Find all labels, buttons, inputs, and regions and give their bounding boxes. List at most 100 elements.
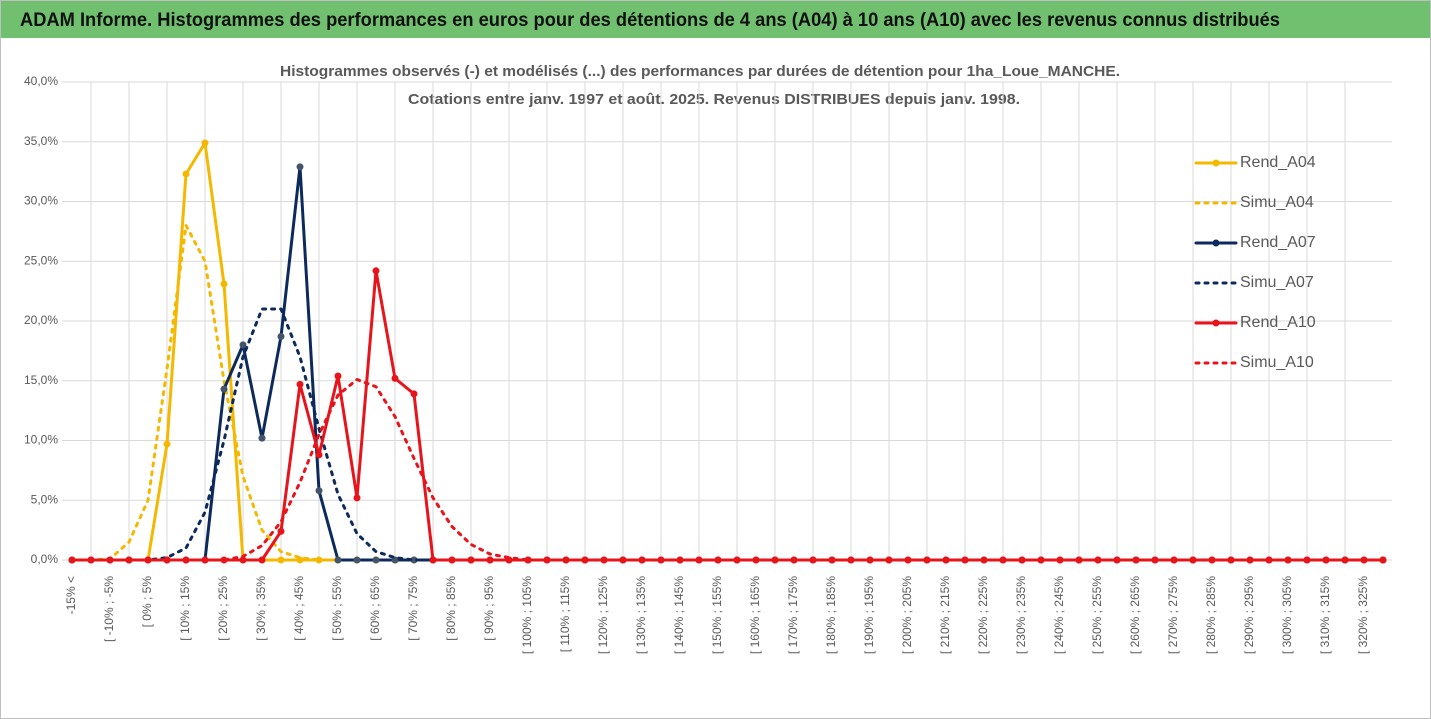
x-tick-label: [ 270% ; 275%: [1166, 576, 1180, 654]
point-marker: [163, 440, 171, 448]
x-tick-label: [ 220% ; 225%: [976, 576, 990, 654]
point-marker: [1037, 556, 1045, 564]
x-tick-label: [ 110% ; 115%: [558, 576, 572, 653]
point-marker: [410, 390, 418, 398]
point-marker: [904, 556, 912, 564]
point-marker: [201, 139, 209, 147]
point-marker: [182, 170, 190, 178]
legend-label: Rend_A07: [1240, 234, 1316, 251]
x-tick-label: -15% <: [64, 576, 78, 614]
chart-title: Histogrammes observés (-) et modélisés (…: [280, 63, 1120, 80]
point-marker: [467, 556, 475, 564]
point-marker: [353, 556, 361, 564]
x-tick-label: [ 10% ; 15%: [178, 576, 192, 641]
x-tick-label: [ 80% ; 85%: [444, 576, 458, 641]
x-tick-label: [ 260% ; 265%: [1128, 576, 1142, 654]
point-marker: [410, 556, 418, 564]
y-tick-label: 5,0%: [31, 492, 59, 506]
point-marker: [1246, 556, 1254, 564]
header-bar: [1, 1, 1430, 38]
x-tick-label: [ 120% ; 125%: [596, 576, 610, 654]
point-marker: [1056, 556, 1064, 564]
x-tick-label: [ 70% ; 75%: [406, 576, 420, 641]
x-tick-label: [ 130% ; 135%: [634, 576, 648, 654]
point-marker: [334, 372, 342, 380]
legend-label: Rend_A04: [1240, 154, 1316, 171]
legend-label: Simu_A10: [1240, 354, 1314, 371]
x-tick-label: [ 240% ; 245%: [1052, 576, 1066, 654]
chart-subtitle: Cotations entre janv. 1997 et août. 2025…: [408, 91, 1020, 108]
point-marker: [315, 451, 323, 459]
point-marker: [524, 556, 532, 564]
legend-label: Simu_A04: [1240, 194, 1314, 211]
x-tick-label: [ 90% ; 95%: [482, 576, 496, 641]
x-tick-label: [ 20% ; 25%: [216, 576, 230, 641]
legend-marker: [1212, 159, 1220, 167]
point-marker: [315, 487, 323, 495]
legend-label: Rend_A10: [1240, 314, 1316, 331]
point-marker: [277, 556, 285, 564]
y-tick-label: 40,0%: [24, 74, 58, 88]
point-marker: [733, 556, 741, 564]
y-tick-label: 15,0%: [24, 373, 58, 387]
point-marker: [448, 556, 456, 564]
point-marker: [1208, 556, 1216, 564]
point-marker: [885, 556, 893, 564]
x-tick-label: [ 280% ; 285%: [1204, 576, 1218, 654]
point-marker: [1227, 556, 1235, 564]
point-marker: [486, 556, 494, 564]
x-tick-label: [ 320% ; 325%: [1356, 576, 1370, 654]
point-marker: [695, 556, 703, 564]
x-tick-label: [ 160% ; 165%: [748, 576, 762, 654]
legend-label: Simu_A07: [1240, 274, 1314, 291]
header-title: ADAM Informe. Histogrammes des performan…: [20, 10, 1280, 31]
point-marker: [391, 374, 399, 382]
point-marker: [429, 556, 437, 564]
point-marker: [220, 280, 228, 288]
point-marker: [277, 527, 285, 535]
point-marker: [543, 556, 551, 564]
x-tick-label: [ 300% ; 305%: [1280, 576, 1294, 654]
x-tick-label: [ 230% ; 235%: [1014, 576, 1028, 654]
y-tick-label: 0,0%: [31, 552, 59, 566]
point-marker: [296, 163, 304, 171]
x-tick-label: [ 0% ; 5%: [140, 576, 154, 628]
point-marker: [182, 556, 190, 564]
point-marker: [239, 556, 247, 564]
y-tick-label: 30,0%: [24, 194, 58, 208]
point-marker: [562, 556, 570, 564]
point-marker: [315, 556, 323, 564]
point-marker: [258, 556, 266, 564]
point-marker: [277, 333, 285, 341]
point-marker: [334, 556, 342, 564]
x-tick-label: [ 170% ; 175%: [786, 576, 800, 654]
x-tick-label: [ 190% ; 195%: [862, 576, 876, 654]
legend-marker: [1212, 319, 1220, 327]
point-marker: [714, 556, 722, 564]
point-marker: [353, 494, 361, 502]
x-tick-label: [ 310% ; 315%: [1318, 576, 1332, 654]
y-tick-label: 35,0%: [24, 134, 58, 148]
point-marker: [372, 267, 380, 275]
y-tick-label: 10,0%: [24, 433, 58, 447]
x-tick-label: [ 100% ; 105%: [520, 576, 534, 654]
x-tick-label: [ 140% ; 145%: [672, 576, 686, 654]
x-tick-label: [ 200% ; 205%: [900, 576, 914, 654]
x-tick-label: [ 30% ; 35%: [254, 576, 268, 641]
point-marker: [201, 556, 209, 564]
point-marker: [239, 341, 247, 349]
point-marker: [1075, 556, 1083, 564]
model-line: [70, 378, 1385, 562]
x-tick-label: [ 60% ; 65%: [368, 576, 382, 641]
x-tick-label: [ 40% ; 45%: [292, 576, 306, 641]
y-tick-label: 25,0%: [24, 253, 58, 267]
point-marker: [372, 556, 380, 564]
y-tick-label: 20,0%: [24, 313, 58, 327]
x-tick-label: [ 180% ; 185%: [824, 576, 838, 654]
point-marker: [220, 385, 228, 393]
point-marker: [866, 556, 874, 564]
x-tick-label: [ 250% ; 255%: [1090, 576, 1104, 654]
x-tick-label: [ 150% ; 155%: [710, 576, 724, 654]
